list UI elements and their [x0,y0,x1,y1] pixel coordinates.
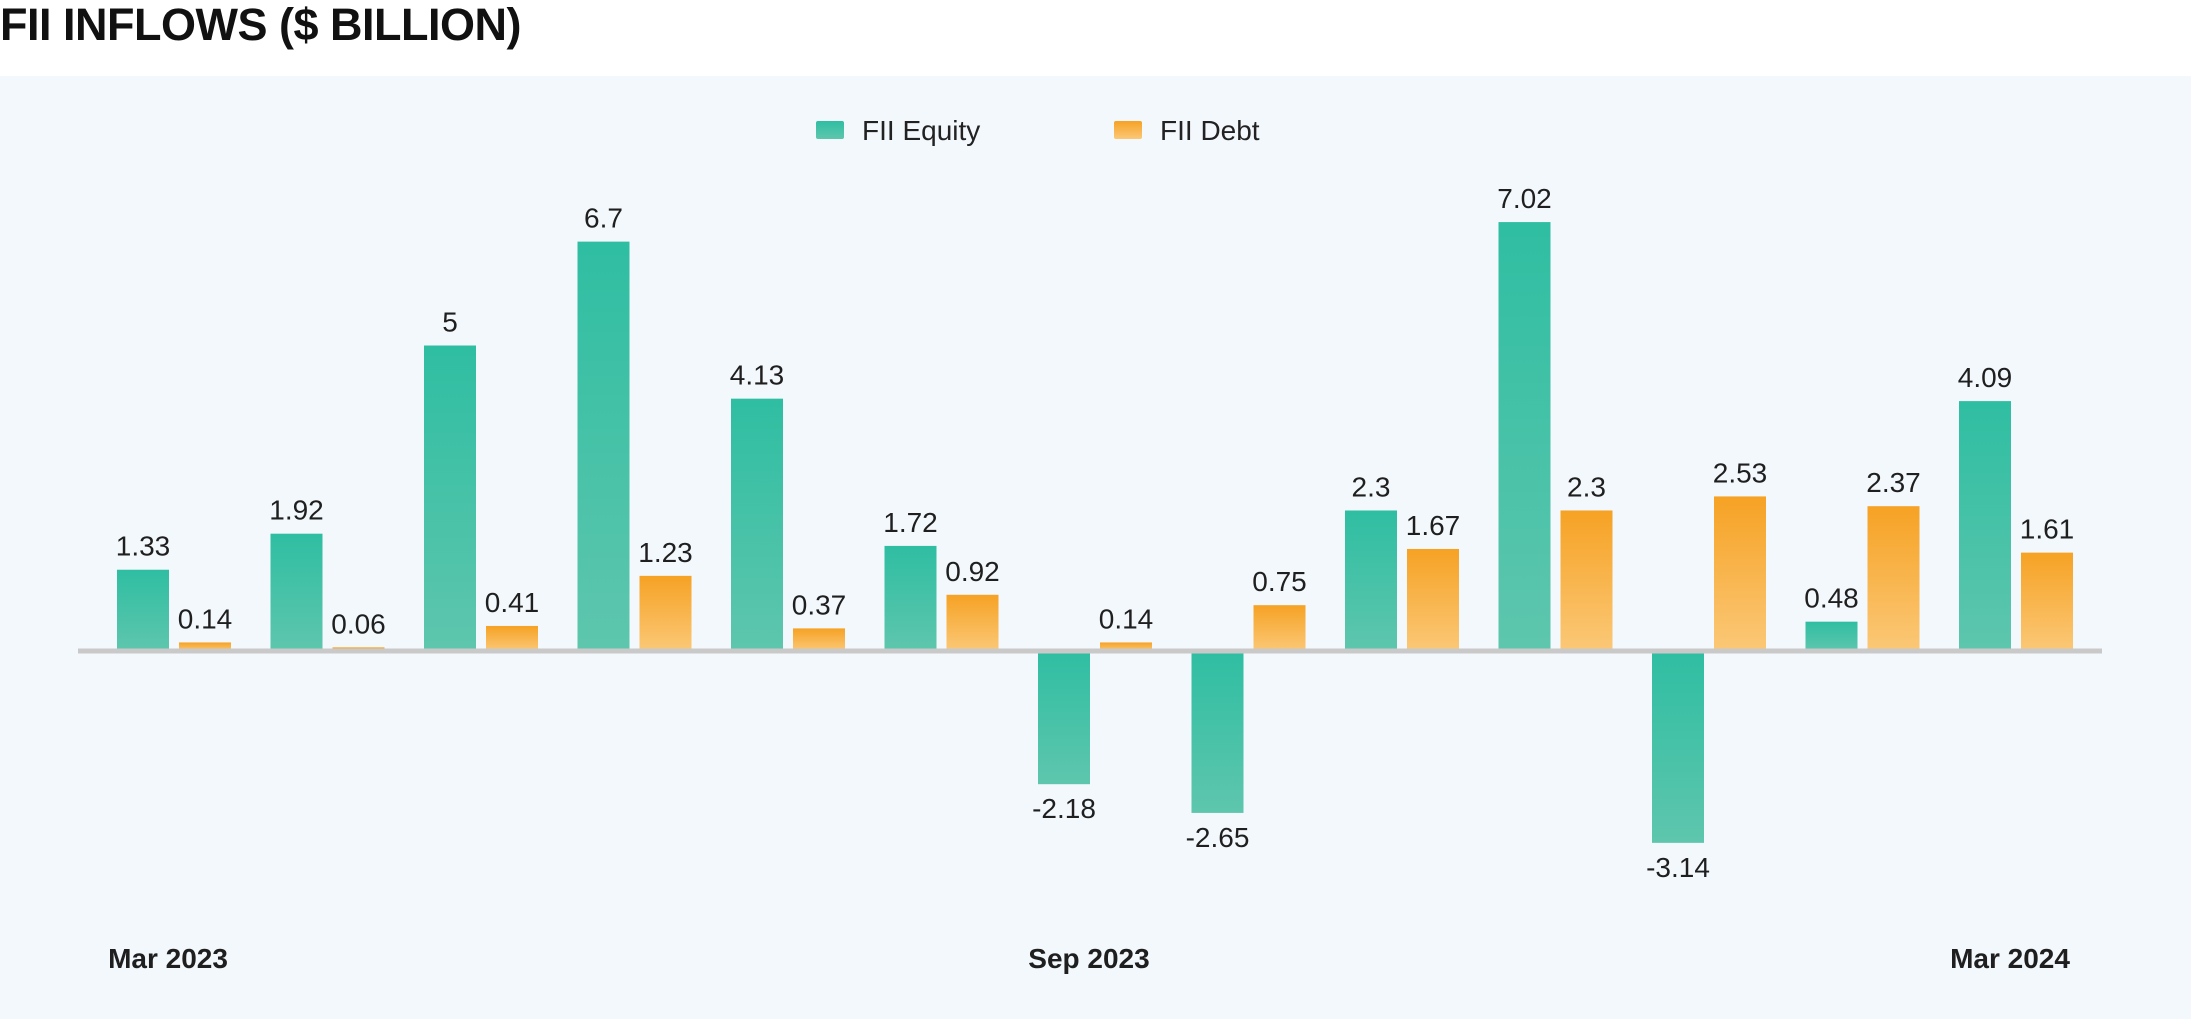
value-label-debt-4: 0.37 [792,589,847,620]
value-label-debt-10: 2.53 [1713,457,1768,488]
value-label-debt-5: 0.92 [945,556,1000,587]
value-label-debt-3: 1.23 [638,537,693,568]
value-label-equity-11: 0.48 [1804,583,1859,614]
value-label-equity-2: 5 [442,307,458,338]
value-label-equity-12: 4.09 [1958,362,2013,393]
value-label-debt-0: 0.14 [178,603,233,634]
bar-equity-12 [1959,401,2011,651]
bar-equity-4 [731,398,783,651]
bar-debt-5 [946,594,999,651]
bar-debt-2 [486,625,538,651]
bar-debt-6 [1100,642,1152,651]
bar-debt-4 [793,628,845,651]
legend-label-equity: FII Equity [862,115,980,146]
bar-equity-10 [1652,651,1704,843]
legend-swatch-debt [1114,121,1142,139]
bar-debt-9 [1560,510,1613,651]
bar-debt-11 [1867,506,1920,651]
value-label-equity-6: -2.18 [1032,793,1096,824]
value-label-debt-11: 2.37 [1866,467,1921,498]
value-label-equity-0: 1.33 [116,531,171,562]
bars-group [117,222,2073,843]
bar-equity-1 [270,533,323,651]
bar-debt-0 [179,642,231,651]
value-label-debt-12: 1.61 [2020,514,2075,545]
value-label-equity-3: 6.7 [584,203,623,234]
bar-equity-7 [1191,651,1244,813]
value-label-debt-9: 2.3 [1567,471,1606,502]
bar-equity-9 [1498,222,1551,651]
bar-debt-8 [1407,548,1459,651]
x-tick-label-0: Mar 2023 [108,943,228,974]
bar-equity-3 [577,241,630,651]
bar-equity-8 [1345,510,1397,651]
chart-title: FII INFLOWS ($ BILLION) [0,0,521,50]
value-label-debt-2: 0.41 [485,587,540,618]
legend: FII Equity FII Debt [816,115,1260,146]
value-label-debt-8: 1.67 [1406,510,1461,541]
value-label-debt-7: 0.75 [1252,566,1307,597]
value-label-equity-1: 1.92 [269,495,324,526]
bar-debt-7 [1253,605,1306,651]
value-label-equity-8: 2.3 [1352,471,1391,502]
value-label-equity-5: 1.72 [883,507,938,538]
bar-debt-10 [1714,496,1766,651]
bar-equity-11 [1805,621,1858,651]
value-labels-group: 1.33 0.14 1.92 0.06 5 0.41 6.7 1.23 4.13 0.37 1.72… [116,183,2075,883]
bar-equity-6 [1038,651,1090,785]
x-axis-labels: Mar 2023 Sep 2023 Mar 2024 [108,943,2070,974]
bar-debt-12 [2021,552,2073,651]
value-label-equity-9: 7.02 [1497,183,1552,214]
bar-equity-0 [117,569,169,651]
bar-equity-5 [884,545,937,651]
legend-swatch-equity [816,121,844,139]
value-label-equity-10: -3.14 [1646,852,1710,883]
legend-label-debt: FII Debt [1160,115,1260,146]
value-label-debt-1: 0.06 [331,608,386,639]
x-tick-label-1: Sep 2023 [1028,943,1149,974]
value-label-equity-4: 4.13 [730,360,785,391]
value-label-debt-6: 0.14 [1099,603,1154,634]
bar-debt-3 [639,575,692,651]
chart-panel [0,76,2191,1019]
x-tick-label-2: Mar 2024 [1950,943,2070,974]
value-label-equity-7: -2.65 [1186,822,1250,853]
bar-equity-2 [424,345,476,651]
